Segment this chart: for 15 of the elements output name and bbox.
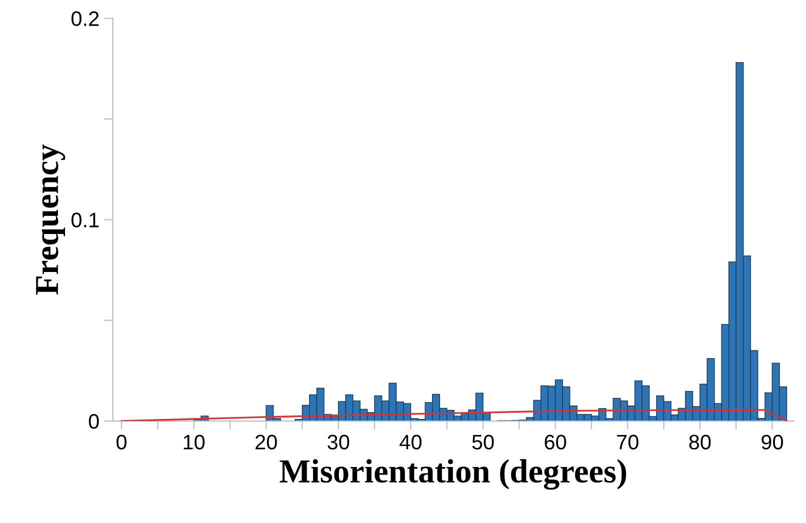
x-tick-label: 70 <box>617 434 638 450</box>
x-axis-title: Misorientation (degrees) <box>280 459 626 490</box>
y-tick-label: 0.2 <box>72 11 99 26</box>
x-tick-label: 30 <box>328 434 350 450</box>
x-tick-label: 40 <box>400 434 422 450</box>
y-tick-label: 0 <box>88 414 99 429</box>
x-tick-label: 0 <box>116 434 126 450</box>
y-tick-label: 0.1 <box>72 212 99 228</box>
x-tick-label: 90 <box>762 434 783 450</box>
y-axis-title: Frequency <box>36 144 66 295</box>
x-tick-label: 50 <box>472 434 494 450</box>
x-tick-label: 10 <box>184 434 205 450</box>
x-tick-label: 60 <box>544 434 566 450</box>
x-tick-label: 80 <box>689 434 711 450</box>
x-tick-label: 20 <box>256 434 277 450</box>
